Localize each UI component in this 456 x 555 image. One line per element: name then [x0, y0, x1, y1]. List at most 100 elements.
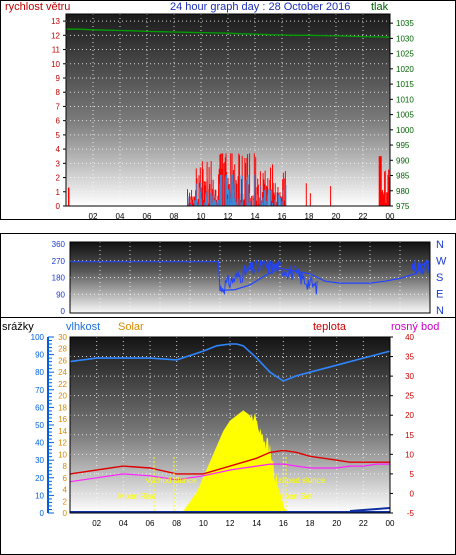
moonset-label: Moon Set — [278, 492, 313, 501]
rain-trace — [349, 507, 391, 512]
pressure-tick-label: 1005 — [396, 111, 414, 120]
temperature-tick-label: -5 — [407, 509, 415, 518]
time-tick-label-bottom: 12 — [226, 519, 235, 528]
temperature-label: teplota — [313, 321, 347, 333]
pressure-tick-label: 1030 — [396, 34, 414, 43]
time-tick-label-bottom: 06 — [146, 519, 155, 528]
humidity-tick-label: 0 — [40, 509, 45, 518]
solar-tick-label: 16 — [58, 415, 67, 424]
wind-tick-label: 9 — [56, 74, 61, 83]
sunrise-label: východ slunce — [146, 476, 197, 485]
pressure-tick-label: 1010 — [396, 95, 414, 104]
wind-tick-label: 10 — [51, 60, 60, 69]
temp-plot-border — [69, 336, 391, 514]
time-tick-label-bottom: 22 — [359, 519, 368, 528]
solar-label: Solar — [118, 321, 144, 333]
time-tick-label-bottom: 16 — [279, 519, 288, 528]
humidity-label: vlhkost — [66, 321, 100, 333]
humidity-tick-label: 30 — [35, 456, 44, 465]
wind-speed-bars — [187, 174, 287, 206]
humidity-tick-label: 40 — [35, 439, 44, 448]
time-tick-label: 06 — [143, 212, 152, 221]
dewpoint-label: rosný bod — [391, 321, 439, 333]
wind-tick-label: 13 — [51, 17, 60, 26]
compass-label: N — [436, 305, 444, 317]
solar-tick-label: 4 — [63, 486, 68, 495]
temperature-tick-label: 25 — [405, 392, 414, 401]
time-tick-label-bottom: 10 — [199, 519, 208, 528]
temperature-tick-label: 30 — [405, 372, 414, 381]
time-tick-label: 04 — [116, 212, 125, 221]
solar-tick-label: 12 — [58, 439, 67, 448]
pressure-label: tlak — [371, 1, 389, 13]
moonrise-label: Moon Rise — [118, 492, 157, 501]
humidity-tick-label: 50 — [35, 421, 44, 430]
direction-tick-label: 270 — [52, 257, 66, 266]
compass-label: S — [436, 272, 443, 284]
pressure-tick-label: 1000 — [396, 126, 414, 135]
wind-plot-border — [65, 13, 391, 207]
pressure-tick-label: 985 — [396, 172, 410, 181]
wind-tick-label: 11 — [52, 46, 61, 55]
time-tick-label-bottom: 20 — [332, 519, 341, 528]
temperature-tick-label: 20 — [405, 411, 414, 420]
pressure-tick-label: 1035 — [396, 19, 414, 28]
solar-tick-label: 2 — [63, 497, 68, 506]
pressure-tick-label: 995 — [396, 141, 410, 150]
compass-label: W — [436, 256, 447, 268]
wind-tick-label: 3 — [56, 159, 61, 168]
wind-tick-label: 12 — [51, 31, 60, 40]
temperature-tick-label: 15 — [405, 431, 414, 440]
wind-tick-label: 5 — [56, 131, 61, 140]
rain-label: srážky — [2, 321, 34, 333]
solar-tick-label: 24 — [58, 368, 67, 377]
pressure-tick-label: 1025 — [396, 50, 414, 59]
temperature-tick-label: 10 — [405, 450, 414, 459]
solar-tick-label: 18 — [58, 403, 67, 412]
humidity-tick-label: 20 — [35, 474, 44, 483]
solar-tick-label: 22 — [58, 380, 67, 389]
time-tick-label: 12 — [224, 212, 233, 221]
time-tick-label-bottom: 08 — [172, 519, 181, 528]
wind-tick-label: 4 — [56, 145, 61, 154]
humidity-tick-label: 10 — [35, 491, 44, 500]
direction-tick-label: 180 — [52, 274, 66, 283]
humidity-tick-label: 60 — [35, 403, 44, 412]
time-tick-label-bottom: 02 — [92, 519, 101, 528]
direction-tick-label: 90 — [56, 290, 65, 299]
pressure-tick-label: 1020 — [396, 65, 414, 74]
solar-tick-label: 14 — [58, 427, 67, 436]
direction-tick-label: 360 — [52, 240, 66, 249]
compass-label: N — [436, 239, 444, 251]
time-tick-label-bottom: 04 — [119, 519, 128, 528]
compass-label: E — [436, 289, 443, 301]
pressure-tick-label: 990 — [396, 156, 410, 165]
temperature-tick-label: 35 — [405, 353, 414, 362]
time-tick-label: 16 — [278, 212, 287, 221]
wind-tick-label: 6 — [56, 117, 61, 126]
solar-tick-label: 20 — [58, 392, 67, 401]
sunset-label: západ slunce — [278, 476, 326, 485]
time-tick-label: 22 — [359, 212, 368, 221]
direction-noise-line-late — [411, 258, 430, 276]
wind-tick-label: 0 — [56, 202, 61, 211]
solar-tick-label: 0 — [63, 509, 68, 518]
humidity-tick-label: 70 — [35, 386, 44, 395]
chart-title: 24 hour graph day : 28 October 2016 — [170, 1, 350, 13]
solar-tick-label: 8 — [63, 462, 68, 471]
direction-line — [70, 260, 431, 292]
wind-tick-label: 8 — [56, 88, 61, 97]
time-tick-label: 14 — [251, 212, 260, 221]
solar-tick-label: 26 — [58, 356, 67, 365]
time-tick-label: 10 — [197, 212, 206, 221]
time-tick-label-bottom: 18 — [306, 519, 315, 528]
time-tick-label: 20 — [332, 212, 341, 221]
pressure-line — [66, 28, 391, 38]
dewpoint-line — [69, 463, 390, 483]
humidity-tick-label: 80 — [35, 368, 44, 377]
wind-tick-label: 2 — [56, 174, 61, 183]
time-tick-label: 18 — [305, 212, 314, 221]
time-tick-label-bottom: 14 — [252, 519, 261, 528]
pressure-tick-label: 975 — [396, 202, 410, 211]
